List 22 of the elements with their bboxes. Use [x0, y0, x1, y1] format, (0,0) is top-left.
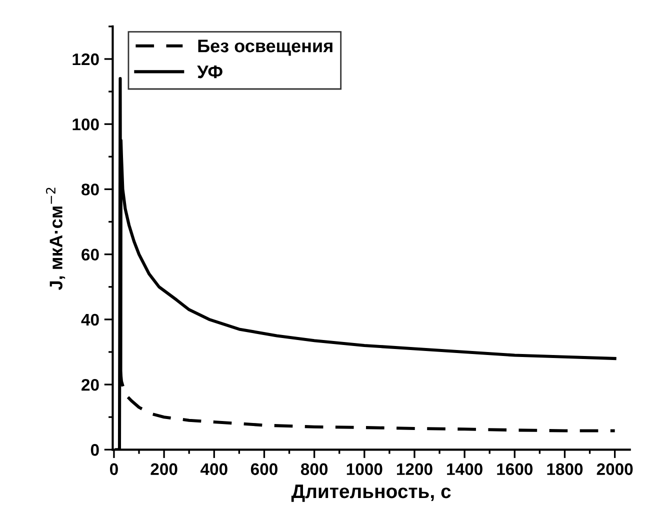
y-tick-label: 80 — [82, 184, 99, 196]
x-tick-label: 2000 — [596, 463, 633, 476]
x-axis-title: Длительность, с — [291, 484, 451, 502]
x-tick-label: 600 — [250, 463, 278, 476]
y-tick-label: 100 — [72, 118, 99, 130]
x-tick-label: 1400 — [447, 463, 482, 476]
x-tick-label: 1200 — [396, 463, 432, 476]
legend-label: Без освещения — [198, 40, 332, 56]
x-tick-label: 400 — [200, 463, 228, 476]
x-tick-label: 0 — [110, 463, 118, 476]
x-tick-label: 800 — [300, 463, 328, 476]
y-tick-label: 60 — [82, 248, 99, 261]
y-axis-title: J, мкА·см$^{−2}$ — [46, 188, 66, 290]
x-tick-label: 1000 — [346, 463, 382, 476]
y-tick-label: 120 — [72, 53, 99, 66]
legend-label: УФ — [197, 66, 222, 78]
y-tick-label: 20 — [82, 378, 99, 391]
y-tick-label: 40 — [81, 314, 99, 326]
x-tick-label: 200 — [150, 463, 178, 476]
y-tick-label: 0 — [90, 444, 99, 456]
x-tick-label: 1600 — [497, 463, 533, 476]
x-tick-label: 1800 — [547, 463, 583, 476]
